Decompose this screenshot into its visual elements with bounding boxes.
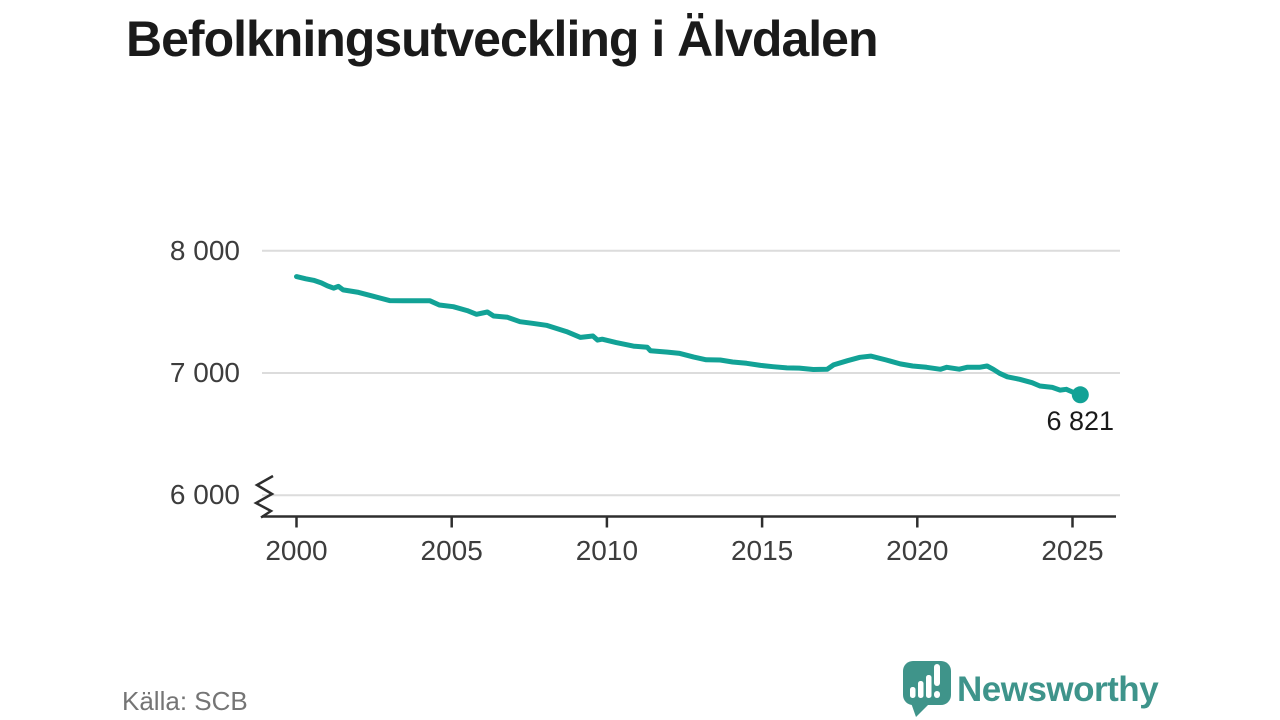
x-tick-label-2025: 2025 bbox=[1041, 535, 1104, 566]
x-tick-label-2005: 2005 bbox=[420, 535, 483, 566]
end-value-label: 6 821 bbox=[1046, 405, 1115, 436]
chart-title: Befolkningsutveckling i Älvdalen bbox=[126, 11, 878, 67]
x-tick-label-2000: 2000 bbox=[265, 535, 328, 566]
x-tick-label-2020: 2020 bbox=[886, 535, 949, 566]
speech-bubble-bar-chart-icon bbox=[903, 661, 951, 717]
x-tick-label-2015: 2015 bbox=[730, 535, 794, 566]
y-axis-break-icon bbox=[253, 474, 275, 519]
population-line bbox=[294, 274, 1083, 398]
x-tick-label-2010: 2010 bbox=[575, 535, 639, 566]
newsworthy-logo: Newsworthy bbox=[900, 658, 1180, 720]
end-point-marker bbox=[1071, 386, 1089, 404]
newsworthy-wordmark: Newsworthy bbox=[957, 670, 1159, 709]
y-tick-label-6000: 6 000 bbox=[169, 479, 240, 511]
y-tick-label-7000: 7 000 bbox=[169, 356, 240, 388]
source-caption: Källa: SCB bbox=[122, 686, 248, 716]
y-tick-label-8000: 8 000 bbox=[169, 234, 240, 266]
